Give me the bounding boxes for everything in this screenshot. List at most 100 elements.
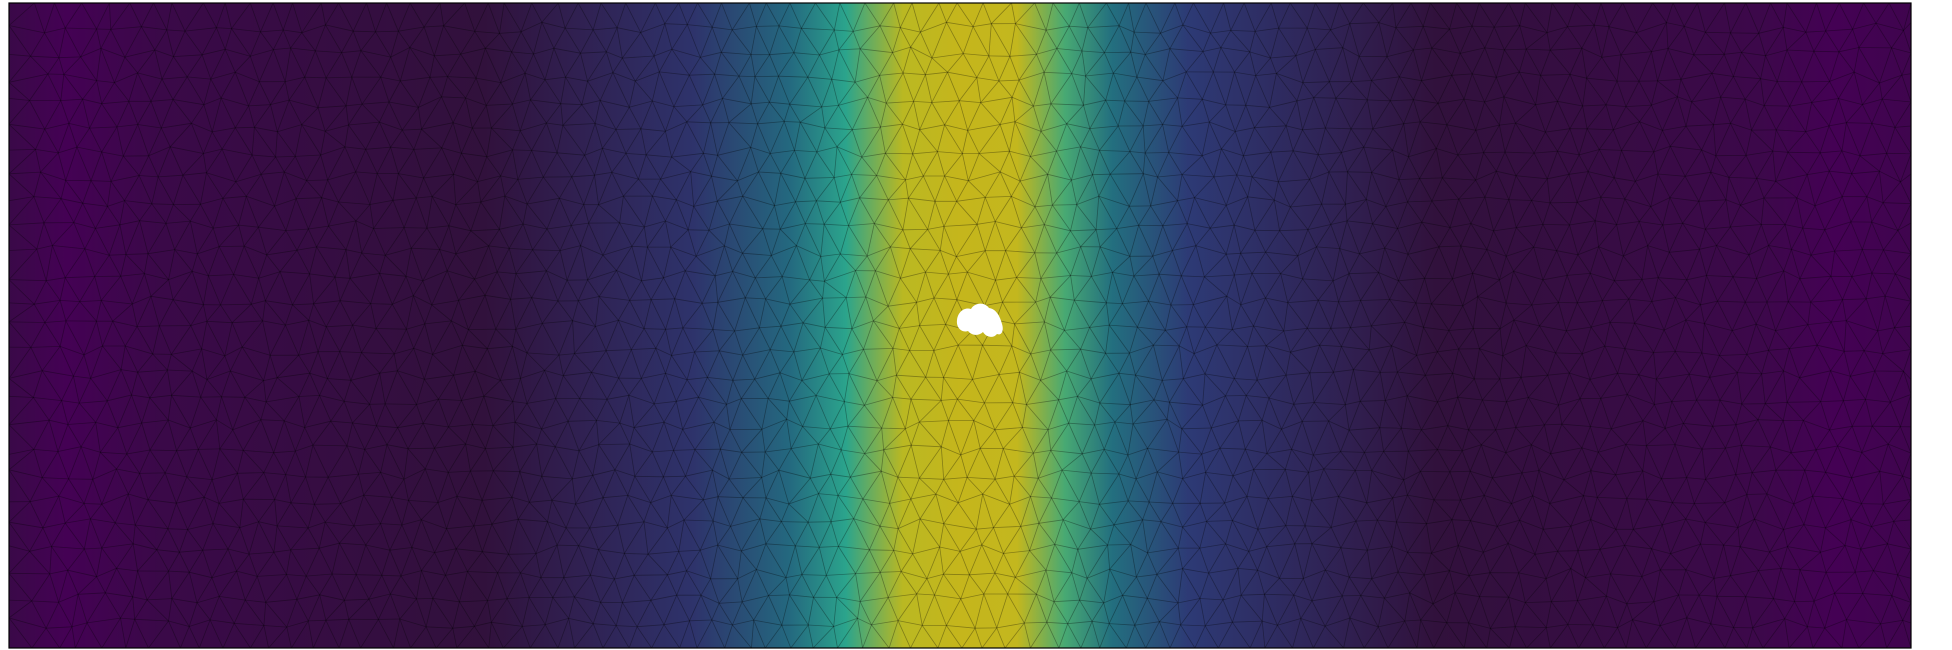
mesh-edge [742,195,775,206]
mesh-edge [660,171,691,180]
mesh-edge [220,72,236,99]
mesh-edge [1136,76,1150,102]
mesh-edge [1254,3,1272,32]
mesh-edge [1110,173,1144,175]
mesh-edge [1255,57,1271,76]
mesh-edge [390,129,403,148]
mesh-edge [1162,80,1178,99]
mesh-edge [1451,75,1465,100]
mesh-edge [593,27,618,31]
mesh-edge [902,198,909,230]
mesh-edge [640,3,656,33]
mesh-edge [455,204,472,231]
mesh-edge [60,74,65,101]
mesh-edge [944,100,960,126]
mesh-edge [1567,26,1583,49]
mesh-edge [1040,131,1057,152]
mesh-edge [1317,154,1330,173]
mesh-edge [1811,102,1830,127]
mesh-edge [584,123,596,156]
mesh-edge [1185,51,1204,73]
mesh-edge [169,146,184,176]
mesh-edge [908,197,929,230]
mesh-edge [392,200,405,228]
mesh-edge [1071,174,1093,181]
mesh-edge [944,175,958,202]
mesh-edge [1081,50,1105,53]
mesh-edge [460,53,477,79]
mesh-edge [184,3,204,32]
mesh-edge [1118,3,1129,26]
mesh-edge [206,172,236,183]
mesh-edge [1582,78,1587,107]
mesh-edge [876,175,906,181]
mesh-edge [565,76,588,82]
mesh-edge [651,100,666,132]
mesh-edge [1328,152,1342,173]
mesh-edge [465,97,487,106]
mesh-edge [325,124,349,132]
mesh-edge [324,105,347,132]
mesh-edge [653,23,666,57]
mesh-edge [976,77,982,103]
mesh-edge [1801,51,1815,83]
mesh-edge [778,25,795,53]
mesh-edge [101,103,118,128]
mesh-edge [1104,25,1120,53]
mesh-edge [1582,104,1607,107]
mesh-edge [1751,129,1774,152]
mesh-edge [1105,72,1114,101]
mesh-edge [362,101,390,105]
mesh-edge [386,3,399,32]
mesh-edge [398,173,424,179]
mesh-edge [64,27,81,58]
mesh-edge [908,197,936,202]
mesh-edge [557,3,566,29]
mesh-edge [273,47,291,50]
mesh-edge [671,24,688,50]
mesh-edge [530,79,546,101]
mesh-edge [750,103,758,124]
mesh-edge [1741,52,1766,57]
mesh-edge [1841,150,1853,174]
mesh-edge [1730,122,1752,131]
mesh-edge [110,26,142,30]
mesh-edge [925,57,933,75]
mesh-edge [750,147,771,154]
mesh-edge [1608,26,1622,56]
mesh-edge [1056,123,1068,152]
mesh-edge [82,98,102,105]
mesh-edge [581,104,596,124]
mesh-edge [380,76,401,82]
mesh-edge [325,24,342,53]
mesh-edge [1212,71,1227,106]
mesh-edge [615,129,627,154]
mesh-edge [1342,47,1352,82]
mesh-edge [1234,131,1244,156]
mesh-edge [9,100,30,125]
mesh-edge [1441,154,1459,179]
mesh-edge [1622,3,1637,33]
mesh-edge [89,127,103,153]
mesh-edge [1625,104,1652,107]
mesh-edge [1578,154,1589,172]
mesh-edge [1772,151,1777,182]
mesh-edge [762,205,775,229]
mesh-edge [1277,181,1291,208]
mesh-edge [1515,122,1546,133]
mesh-edge [1043,48,1058,73]
mesh-edge [640,23,665,33]
mesh-edge [749,3,757,27]
mesh-edge [956,180,969,202]
mesh-edge [82,180,92,204]
mesh-edge [1475,179,1486,198]
mesh-edge [1557,151,1570,175]
mesh-edge [946,21,974,27]
mesh-edge [1758,33,1766,56]
mesh-edge [1891,47,1903,76]
mesh-edge [571,174,595,178]
mesh-edge [101,100,129,105]
mesh-edge [839,3,854,32]
mesh-edge [1130,51,1146,55]
mesh-edge [531,3,543,23]
